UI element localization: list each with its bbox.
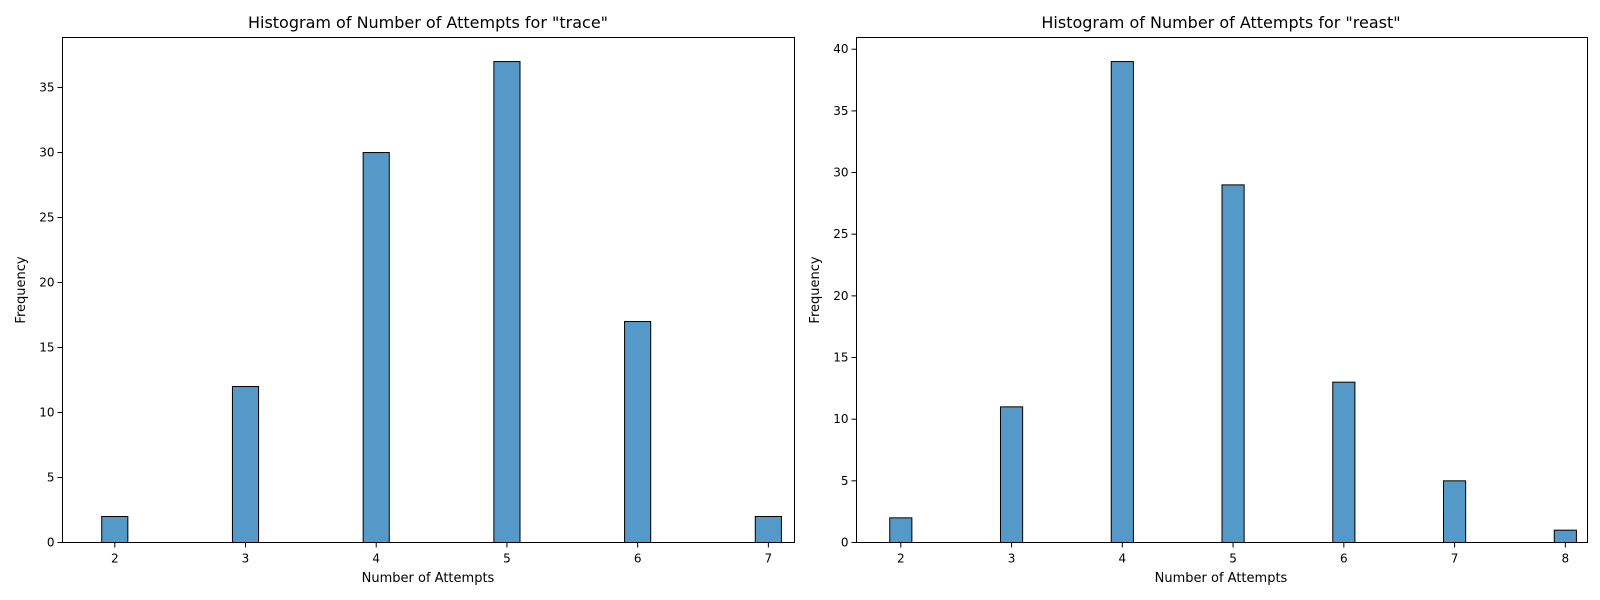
trace-y-axis-label: Frequency (14, 256, 29, 323)
trace-bar-5 (493, 61, 521, 544)
reast-y-tick-label-30: 30 (833, 166, 848, 180)
trace-y-tick-label-20: 20 (39, 276, 54, 290)
reast-bar-7 (1443, 480, 1467, 543)
reast-x-tick-label-3: 3 (1008, 552, 1016, 566)
trace-y-ticks: 0 5 10 15 20 25 30 35 (39, 81, 63, 550)
trace-x-tick-label-7: 7 (765, 552, 773, 566)
trace-y-tick-label-10: 10 (39, 406, 54, 420)
trace-x-axis-label: Number of Attempts (362, 571, 495, 586)
reast-bar-6 (1332, 381, 1356, 543)
reast-x-axis-label: Number of Attempts (1155, 571, 1288, 586)
reast-bar-8 (1553, 529, 1577, 543)
reast-y-tick-label-0: 0 (841, 536, 849, 550)
reast-y-tick-label-40: 40 (833, 42, 848, 56)
trace-y-tick-label-35: 35 (39, 81, 54, 95)
reast-y-tick-label-35: 35 (833, 104, 848, 118)
trace-x-tick-label-6: 6 (634, 552, 642, 566)
reast-y-tick-label-20: 20 (833, 289, 848, 303)
trace-chart-title: Histogram of Number of Attempts for "tra… (248, 13, 608, 32)
reast-x-tick-label-7: 7 (1451, 552, 1459, 566)
reast-bar-5 (1221, 184, 1245, 543)
trace-plot-frame (62, 37, 795, 543)
trace-bar-4 (362, 152, 390, 543)
reast-y-tick-label-10: 10 (833, 412, 848, 426)
trace-bar-6 (624, 321, 652, 543)
reast-x-ticks: 2 3 4 5 6 7 8 (897, 542, 1570, 566)
trace-bar-2 (101, 516, 129, 543)
reast-y-tick-label-5: 5 (841, 474, 849, 488)
trace-x-tick-label-5: 5 (503, 552, 511, 566)
trace-bar-3 (231, 386, 260, 543)
trace-histogram-panel: Histogram of Number of Attempts for "tra… (14, 13, 795, 586)
reast-y-ticks: 0 5 10 15 20 25 30 35 40 (833, 42, 857, 550)
trace-y-tick-label-15: 15 (39, 341, 54, 355)
trace-x-tick-label-3: 3 (242, 552, 250, 566)
trace-bar-7 (754, 516, 782, 543)
reast-chart-title: Histogram of Number of Attempts for "rea… (1041, 13, 1400, 32)
reast-x-tick-label-8: 8 (1562, 552, 1570, 566)
reast-x-tick-label-4: 4 (1118, 552, 1126, 566)
trace-y-tick-label-0: 0 (47, 536, 55, 550)
reast-y-tick-label-25: 25 (833, 227, 848, 241)
reast-plot-frame (856, 37, 1588, 543)
trace-bars (101, 61, 782, 544)
trace-y-tick-label-25: 25 (39, 211, 54, 225)
trace-x-tick-label-4: 4 (372, 552, 380, 566)
trace-y-tick-label-5: 5 (47, 471, 55, 485)
reast-y-axis-label: Frequency (808, 256, 823, 323)
reast-x-tick-label-5: 5 (1229, 552, 1237, 566)
reast-x-tick-label-2: 2 (897, 552, 905, 566)
reast-bars (889, 61, 1577, 544)
reast-x-tick-label-6: 6 (1340, 552, 1348, 566)
reast-bar-3 (999, 406, 1024, 543)
reast-histogram-panel: Histogram of Number of Attempts for "rea… (808, 13, 1588, 586)
trace-x-ticks: 2 3 4 5 6 7 (111, 542, 773, 566)
reast-bar-2 (889, 517, 913, 544)
reast-bar-4 (1110, 61, 1134, 544)
trace-x-tick-label-2: 2 (111, 552, 119, 566)
reast-y-tick-label-15: 15 (833, 351, 848, 365)
trace-y-tick-label-30: 30 (39, 146, 54, 160)
